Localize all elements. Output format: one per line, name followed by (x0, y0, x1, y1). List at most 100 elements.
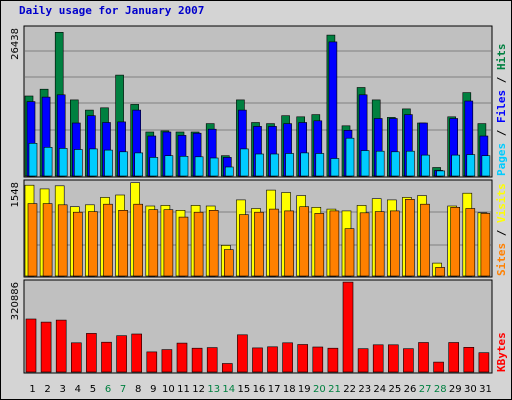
x-tick-label-day-2: 2 (44, 384, 50, 395)
x-tick-label-day-1: 1 (29, 384, 35, 395)
kbytes-ymax-label: 320886 (10, 282, 21, 320)
visits-bar-sites-day-8 (133, 203, 143, 277)
x-tick-label-day-4: 4 (75, 384, 81, 395)
kbytes-bar-kbytes-day-27 (418, 342, 429, 373)
hits-bar-pages-day-30 (466, 154, 476, 177)
hits-bar-pages-day-9 (149, 157, 159, 177)
visits-ymax-label: 1548 (10, 182, 21, 207)
visits-axis-label-part-1: / (495, 223, 508, 243)
hits-axis-label-part-3: / (495, 70, 508, 90)
kbytes-bar-kbytes-day-14 (222, 363, 233, 373)
hits-bar-pages-day-11 (179, 156, 189, 177)
hits-bar-files-day-21 (328, 41, 338, 177)
hits-bar-pages-day-2 (43, 147, 53, 177)
hits-bar-pages-day-26 (406, 150, 415, 177)
visits-axis-label-part-2: Visits (495, 183, 508, 223)
x-tick-label-day-10: 10 (162, 384, 175, 395)
kbytes-bar-kbytes-day-30 (463, 346, 475, 373)
x-tick-label-day-8: 8 (135, 384, 141, 395)
x-tick-label-day-18: 18 (283, 384, 296, 395)
x-tick-label-day-20: 20 (313, 384, 326, 395)
visits-bar-sites-day-24 (374, 211, 385, 277)
hits-bar-pages-day-24 (375, 150, 385, 177)
kbytes-bar-kbytes-day-6 (101, 341, 112, 373)
kbytes-bar-kbytes-day-12 (191, 347, 203, 373)
visits-bar-sites-day-6 (103, 203, 113, 277)
x-tick-label-day-26: 26 (404, 384, 417, 395)
kbytes-bar-kbytes-day-28 (433, 361, 444, 373)
hits-axis-label: Pages / Files / Hits (495, 44, 508, 177)
hits-bar-pages-day-13 (209, 157, 219, 177)
hits-bar-pages-day-14 (225, 166, 234, 177)
x-tick-label-day-11: 11 (177, 384, 190, 395)
kbytes-bar-kbytes-day-25 (387, 344, 399, 373)
visits-bar-sites-day-2 (42, 203, 53, 277)
visits-bar-sites-day-1 (27, 203, 38, 277)
hits-bar-pages-day-10 (164, 155, 174, 177)
visits-bar-sites-day-9 (148, 209, 159, 277)
hits-bar-pages-day-28 (436, 170, 445, 177)
x-tick-label-day-31: 31 (479, 384, 492, 395)
hits-bar-pages-day-5 (89, 148, 98, 177)
x-tick-label-day-13: 13 (207, 384, 220, 395)
x-tick-label-day-23: 23 (358, 384, 371, 395)
hits-bar-pages-day-4 (74, 149, 83, 177)
hits-axis-label-part-4: Hits (495, 44, 508, 71)
kbytes-bar-kbytes-day-10 (161, 349, 173, 373)
visits-bar-sites-day-10 (163, 209, 174, 277)
hits-bar-pages-day-25 (390, 151, 400, 177)
hits-axis-label-part-1: / (495, 123, 508, 143)
kbytes-bar-kbytes-day-3 (55, 319, 67, 373)
hits-axis-label-part-2: Files (495, 90, 508, 123)
x-tick-label-day-25: 25 (389, 384, 402, 395)
hits-bar-pages-day-16 (255, 153, 264, 177)
kbytes-axis-label: KBytes (495, 332, 508, 372)
kbytes-bar-kbytes-day-4 (71, 342, 82, 373)
kbytes-bar-kbytes-day-22 (342, 281, 354, 373)
x-tick-label-day-6: 6 (105, 384, 111, 395)
chart-title: Daily usage for January 2007 (19, 4, 205, 17)
kbytes-bar-kbytes-day-9 (146, 351, 158, 373)
visits-bar-sites-day-26 (405, 199, 415, 277)
kbytes-bar-kbytes-day-16 (252, 347, 263, 373)
kbytes-bar-kbytes-day-1 (25, 318, 37, 373)
visits-bar-sites-day-28 (435, 267, 445, 277)
visits-bar-sites-day-12 (193, 211, 204, 277)
hits-bar-pages-day-17 (270, 153, 279, 177)
hits-bar-pages-day-3 (58, 148, 68, 177)
kbytes-bar-kbytes-day-26 (403, 348, 414, 373)
visits-bar-sites-day-4 (73, 211, 83, 277)
kbytes-bar-kbytes-day-29 (448, 342, 460, 373)
visits-axis-label-part-0: Sites (495, 243, 508, 276)
kbytes-bar-kbytes-day-17 (267, 346, 278, 373)
hits-bar-pages-day-27 (421, 154, 430, 177)
visits-bar-sites-day-31 (480, 213, 491, 277)
kbytes-bar-kbytes-day-13 (206, 347, 218, 373)
hits-bar-pages-day-7 (119, 151, 128, 177)
hits-bar-pages-day-19 (300, 152, 310, 177)
hits-bar-pages-day-18 (285, 153, 294, 177)
hits-bar-pages-day-20 (315, 153, 325, 177)
visits-bar-sites-day-14 (224, 249, 234, 277)
kbytes-bar-kbytes-day-11 (176, 342, 188, 373)
kbytes-bar-kbytes-day-8 (131, 333, 142, 373)
visits-axis-label: Sites / Visits (495, 183, 508, 276)
visits-bar-sites-day-5 (88, 211, 98, 277)
x-tick-label-day-12: 12 (192, 384, 205, 395)
hits-bar-pages-day-8 (134, 152, 143, 177)
x-tick-label-day-17: 17 (268, 384, 281, 395)
x-tick-label-day-30: 30 (464, 384, 477, 395)
x-tick-label-day-24: 24 (373, 384, 386, 395)
x-tick-label-day-28: 28 (434, 384, 447, 395)
kbytes-bar-kbytes-day-20 (312, 346, 324, 373)
visits-bar-sites-day-11 (178, 216, 189, 277)
x-tick-label-day-14: 14 (222, 384, 235, 395)
kbytes-bar-kbytes-day-2 (40, 321, 52, 373)
hits-bar-pages-day-6 (104, 149, 113, 177)
visits-bar-sites-day-25 (389, 210, 400, 277)
x-tick-label-day-3: 3 (60, 384, 66, 395)
x-tick-label-day-29: 29 (449, 384, 462, 395)
visits-bar-sites-day-7 (118, 210, 128, 277)
kbytes-bar-kbytes-day-7 (116, 335, 127, 373)
